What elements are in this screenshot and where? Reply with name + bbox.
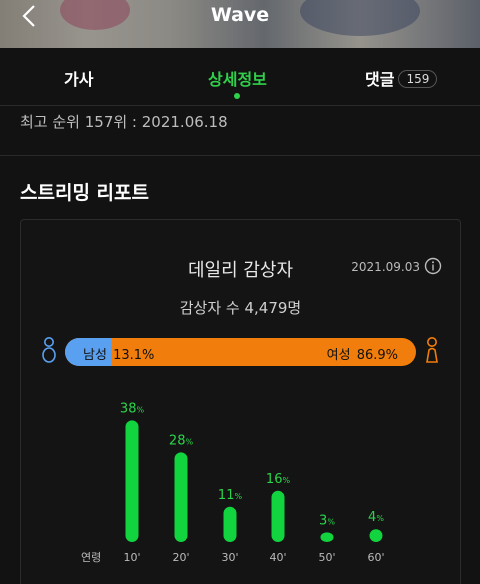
comment-count-badge: 159 bbox=[398, 70, 438, 88]
age-tick-label: 50' bbox=[318, 551, 335, 564]
tab-lyrics[interactable]: 가사 bbox=[64, 70, 94, 89]
male-bar-segment bbox=[65, 338, 111, 366]
age-tick-label: 30' bbox=[221, 551, 238, 564]
age-bar-value: 4% bbox=[368, 510, 384, 525]
age-bar-value: 3% bbox=[319, 513, 335, 528]
gender-ratio: 남성 13.1% 여성 86.9% bbox=[21, 336, 460, 368]
listener-count: 감상자 수 4,479명 bbox=[179, 299, 302, 317]
gender-bar: 남성 13.1% 여성 86.9% bbox=[65, 338, 416, 366]
age-bar-value: 28% bbox=[169, 433, 194, 448]
tab-comments[interactable]: 댓글 159 bbox=[365, 66, 438, 90]
age-bar-value: 38% bbox=[120, 401, 145, 416]
report-date: 2021.09.03 bbox=[351, 260, 420, 274]
age-tick-label: 60' bbox=[367, 551, 384, 564]
age-tick-label: 10' bbox=[123, 551, 140, 564]
age-bar bbox=[271, 490, 285, 542]
female-percentage: 86.9% bbox=[356, 348, 398, 363]
female-icon bbox=[426, 337, 438, 363]
section-title: 스트리밍 리포트 bbox=[20, 182, 149, 204]
header: Wave bbox=[0, 0, 480, 48]
age-tick-label: 40' bbox=[269, 551, 286, 564]
divider bbox=[0, 155, 480, 156]
age-tick-label: 20' bbox=[172, 551, 189, 564]
tab-bar: 가사 상세정보 댓글 159 bbox=[0, 48, 480, 106]
age-bar bbox=[320, 532, 334, 542]
info-icon[interactable] bbox=[424, 257, 442, 275]
tab-details[interactable]: 상세정보 bbox=[208, 66, 267, 99]
back-arrow-icon[interactable] bbox=[14, 4, 48, 28]
peak-rank-text: 최고 순위 157위 : 2021.06.18 bbox=[20, 113, 228, 131]
report-title: 데일리 감상자 bbox=[187, 260, 294, 281]
age-bar bbox=[125, 420, 139, 542]
age-bar bbox=[223, 506, 237, 542]
age-bar bbox=[174, 452, 188, 542]
male-label: 남성 bbox=[83, 348, 107, 363]
age-axis-label: 연령 bbox=[81, 551, 101, 564]
age-distribution-chart: 연령 38% 10' 28% 20' 11% 30' 16% 40' 3% 50' 4% 60' bbox=[81, 401, 385, 564]
age-bar bbox=[369, 529, 383, 542]
page-title: Wave bbox=[210, 4, 270, 26]
male-icon bbox=[42, 337, 56, 363]
active-tab-indicator bbox=[234, 93, 241, 99]
male-percentage: 13.1% bbox=[113, 348, 155, 363]
age-bar-value: 16% bbox=[266, 472, 291, 487]
streaming-report-card: 데일리 감상자 2021.09.03 감상자 수 4,479명 남성 13.1%… bbox=[20, 219, 461, 584]
age-bar-value: 11% bbox=[218, 488, 243, 503]
female-label: 여성 bbox=[326, 348, 351, 363]
